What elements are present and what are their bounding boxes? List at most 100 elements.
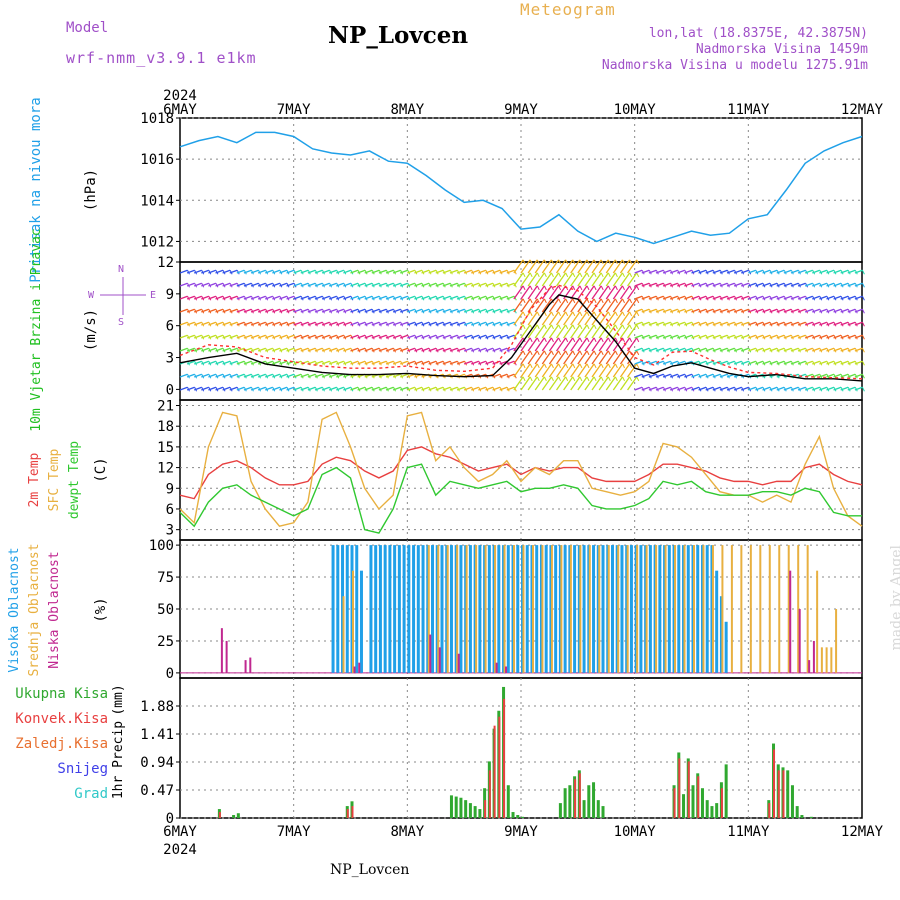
wind-barb (555, 363, 567, 378)
wind-barb (265, 295, 273, 300)
y-tick-label: 75 (157, 570, 174, 586)
wind-barb (265, 308, 273, 313)
wind-barb (265, 321, 273, 326)
wind-barb (449, 308, 458, 313)
wind-barb (833, 334, 842, 339)
wind-barb (627, 259, 638, 274)
wind-barb (783, 269, 792, 274)
wind-barb (719, 386, 728, 391)
wind-barb (208, 282, 217, 287)
wind-barb (541, 311, 553, 326)
wind-barb (513, 350, 524, 365)
wind-barb (506, 360, 515, 365)
wind-barb (627, 376, 638, 391)
wind-barb (314, 295, 323, 300)
wind-barb (407, 334, 416, 339)
wind-barb (471, 282, 480, 287)
wind-barb-flag (593, 363, 597, 369)
wind-barb-flag (536, 363, 540, 369)
wind-barb (605, 350, 616, 365)
wind-barb (243, 386, 252, 391)
wind-barb (499, 269, 508, 274)
wind-barb-flag (622, 259, 625, 265)
wind-barb (478, 360, 487, 365)
wind-barb (243, 360, 252, 365)
wind-barb (563, 350, 574, 365)
cloud-bar-0 (407, 545, 411, 673)
wind-barb (563, 298, 574, 313)
wind-barb (648, 334, 657, 339)
wind-barb (364, 334, 373, 339)
wind-barb (669, 334, 678, 339)
wind-barb (478, 334, 487, 339)
wind-barb (634, 269, 643, 274)
wind-barb-flag (629, 285, 633, 291)
wind-barb (279, 295, 288, 300)
wind-barb (435, 308, 444, 313)
wind-barb (783, 347, 792, 352)
wind-barb (449, 386, 458, 391)
wind-barb-flag (529, 337, 533, 343)
time-label-top: 12MAY (841, 102, 884, 118)
wind-barb (762, 386, 771, 391)
wind-barb (371, 295, 380, 300)
wind-barb (719, 269, 728, 274)
wind-barb (520, 337, 531, 352)
cloud-unit-label: (%) (93, 597, 109, 622)
wind-barb (669, 373, 678, 378)
wind-barb (698, 269, 707, 274)
wind-barb (705, 269, 714, 274)
wind-barb-flag (629, 311, 633, 317)
wind-barb (776, 347, 785, 352)
wind-barb (755, 360, 764, 365)
wind-barb (357, 347, 366, 352)
wind-barb (485, 321, 494, 326)
wind-barb (378, 360, 387, 365)
wind-barb (584, 324, 595, 339)
wind-barb (250, 373, 259, 378)
wind-barb (328, 308, 337, 313)
wind-barb (456, 334, 465, 339)
wind-barb (328, 282, 337, 287)
wind-barb (385, 334, 394, 339)
wind-barb (847, 295, 856, 300)
wind-barb (321, 282, 330, 287)
wind-barb (598, 363, 609, 378)
wind-barb (634, 321, 643, 326)
cloud-bar-0 (416, 545, 420, 673)
wind-barb (741, 386, 749, 391)
wind-barb-flag (622, 337, 625, 343)
wind-barb (179, 334, 188, 339)
wind-barb (336, 360, 345, 365)
wind-barb (641, 308, 650, 313)
wind-barb (435, 334, 444, 339)
wind-barb (826, 347, 835, 352)
cloud-bar-1 (617, 545, 620, 673)
wind-barb (286, 282, 295, 287)
wind-barb (641, 282, 650, 287)
wind-barb (684, 386, 693, 391)
wind-barb (804, 269, 813, 274)
wind-barb (179, 373, 188, 378)
wind-barb (471, 360, 480, 365)
cloud-bar-0 (648, 545, 652, 673)
wind-barb (698, 321, 707, 326)
wind-barb (733, 321, 742, 326)
wind-barb (726, 347, 735, 352)
wind-barb-flag (622, 324, 625, 330)
wind-barb (279, 282, 288, 287)
wind-speed-line (179, 294, 863, 382)
wind-barb (421, 321, 430, 326)
cloud-bar-1 (674, 545, 677, 673)
wind-barb (222, 334, 231, 339)
cloud-bar-1 (494, 545, 497, 673)
cloud-bar-1 (522, 545, 525, 673)
precip-legend-4: Grad (74, 786, 108, 802)
wind-barb (414, 347, 423, 352)
wind-barb (598, 324, 609, 339)
wind-barb (783, 360, 792, 365)
time-label-bottom: 7MAY (277, 824, 311, 840)
wind-barb (456, 321, 465, 326)
wind-barb (847, 373, 856, 378)
wind-barb (257, 334, 266, 339)
